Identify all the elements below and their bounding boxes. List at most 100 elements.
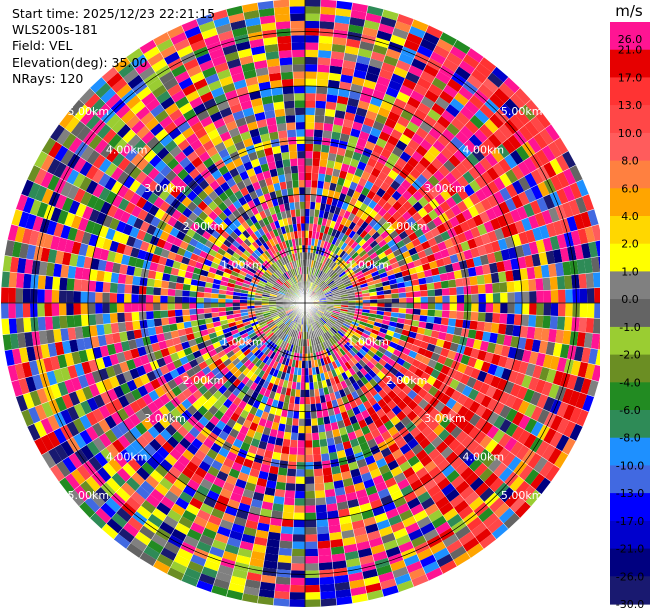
velocity-gate xyxy=(485,152,499,167)
velocity-gate xyxy=(57,209,69,225)
velocity-gate xyxy=(351,251,359,260)
velocity-gate xyxy=(349,181,358,191)
velocity-gate xyxy=(331,131,342,141)
velocity-gate xyxy=(540,264,550,278)
velocity-gate xyxy=(266,281,274,287)
velocity-gate xyxy=(322,467,333,476)
velocity-gate xyxy=(259,277,268,284)
velocity-gate xyxy=(237,326,246,333)
velocity-gate xyxy=(295,216,301,224)
velocity-gate xyxy=(370,167,381,178)
velocity-gate xyxy=(338,328,346,335)
velocity-gate xyxy=(62,132,77,150)
velocity-gate xyxy=(277,309,285,314)
velocity-gate xyxy=(109,375,120,389)
velocity-gate xyxy=(323,123,334,132)
velocity-gate xyxy=(552,342,563,358)
velocity-gate xyxy=(393,496,407,508)
velocity-gate xyxy=(290,165,299,174)
velocity-gate xyxy=(259,386,267,396)
velocity-gate xyxy=(281,446,290,455)
velocity-gate xyxy=(359,441,370,452)
velocity-gate xyxy=(277,174,286,183)
velocity-gate xyxy=(352,373,361,382)
velocity-gate xyxy=(324,266,331,274)
velocity-gate xyxy=(122,223,134,236)
velocity-gate xyxy=(359,335,368,343)
velocity-gate xyxy=(526,266,536,280)
velocity-gate xyxy=(186,150,199,163)
velocity-gate xyxy=(450,456,464,470)
velocity-gate xyxy=(80,291,89,303)
velocity-gate xyxy=(105,443,120,458)
velocity-gate xyxy=(479,254,490,266)
velocity-gate xyxy=(587,209,599,227)
velocity-gate xyxy=(117,321,127,333)
velocity-gate xyxy=(343,543,358,554)
velocity-gate xyxy=(320,6,336,16)
velocity-gate xyxy=(279,287,287,293)
velocity-gate xyxy=(282,86,294,95)
velocity-gate xyxy=(526,326,536,340)
velocity-gate xyxy=(428,127,442,140)
velocity-gate xyxy=(61,197,74,213)
velocity-gate xyxy=(424,133,438,146)
velocity-gate xyxy=(252,181,261,191)
velocity-gate xyxy=(207,466,220,478)
velocity-gate xyxy=(325,308,333,312)
velocity-gate xyxy=(561,388,574,405)
velocity-gate xyxy=(550,414,563,432)
velocity-gate xyxy=(517,256,527,269)
velocity-gate xyxy=(396,357,406,367)
velocity-gate xyxy=(313,276,319,284)
velocity-gate xyxy=(365,110,378,121)
velocity-gate xyxy=(147,52,164,67)
velocity-gate xyxy=(277,35,292,44)
velocity-gate xyxy=(123,244,133,257)
velocity-gate xyxy=(204,357,214,367)
velocity-gate xyxy=(315,329,320,337)
velocity-gate xyxy=(84,372,96,386)
velocity-gate xyxy=(272,361,279,370)
velocity-gate xyxy=(422,31,440,45)
velocity-gate xyxy=(462,397,475,410)
velocity-gate xyxy=(315,288,322,294)
velocity-gate xyxy=(305,447,313,455)
velocity-gate xyxy=(109,312,118,324)
velocity-gate xyxy=(337,269,345,276)
velocity-gate xyxy=(258,81,271,91)
velocity-gate xyxy=(449,46,467,61)
velocity-gate xyxy=(480,198,492,211)
velocity-gate xyxy=(305,93,316,101)
velocity-gate xyxy=(331,361,338,370)
velocity-gate xyxy=(236,259,245,267)
velocity-gate xyxy=(298,425,305,434)
velocity-gate xyxy=(397,281,406,289)
velocity-gate xyxy=(375,247,384,256)
velocity-gate xyxy=(305,194,311,202)
velocity-gate xyxy=(169,145,182,158)
velocity-gate xyxy=(308,274,311,282)
velocity-gate xyxy=(354,62,369,73)
velocity-gate xyxy=(322,341,328,350)
velocity-gate xyxy=(397,390,408,401)
velocity-gate xyxy=(174,309,183,317)
velocity-gate xyxy=(105,365,116,379)
velocity-gate xyxy=(164,400,176,413)
velocity-gate xyxy=(241,2,259,13)
velocity-gate xyxy=(323,287,331,293)
velocity-gate xyxy=(305,13,321,22)
velocity-gate xyxy=(72,418,86,434)
velocity-gate xyxy=(326,331,333,339)
velocity-gate xyxy=(209,111,223,123)
velocity-gate xyxy=(141,430,155,444)
velocity-gate xyxy=(439,560,457,574)
velocity-gate xyxy=(535,315,544,328)
velocity-gate xyxy=(238,233,247,242)
velocity-gate xyxy=(547,141,562,159)
velocity-gate xyxy=(265,240,273,249)
velocity-gate xyxy=(232,332,241,340)
velocity-gate xyxy=(386,345,396,354)
velocity-gate xyxy=(54,341,65,356)
velocity-gate xyxy=(302,339,305,347)
